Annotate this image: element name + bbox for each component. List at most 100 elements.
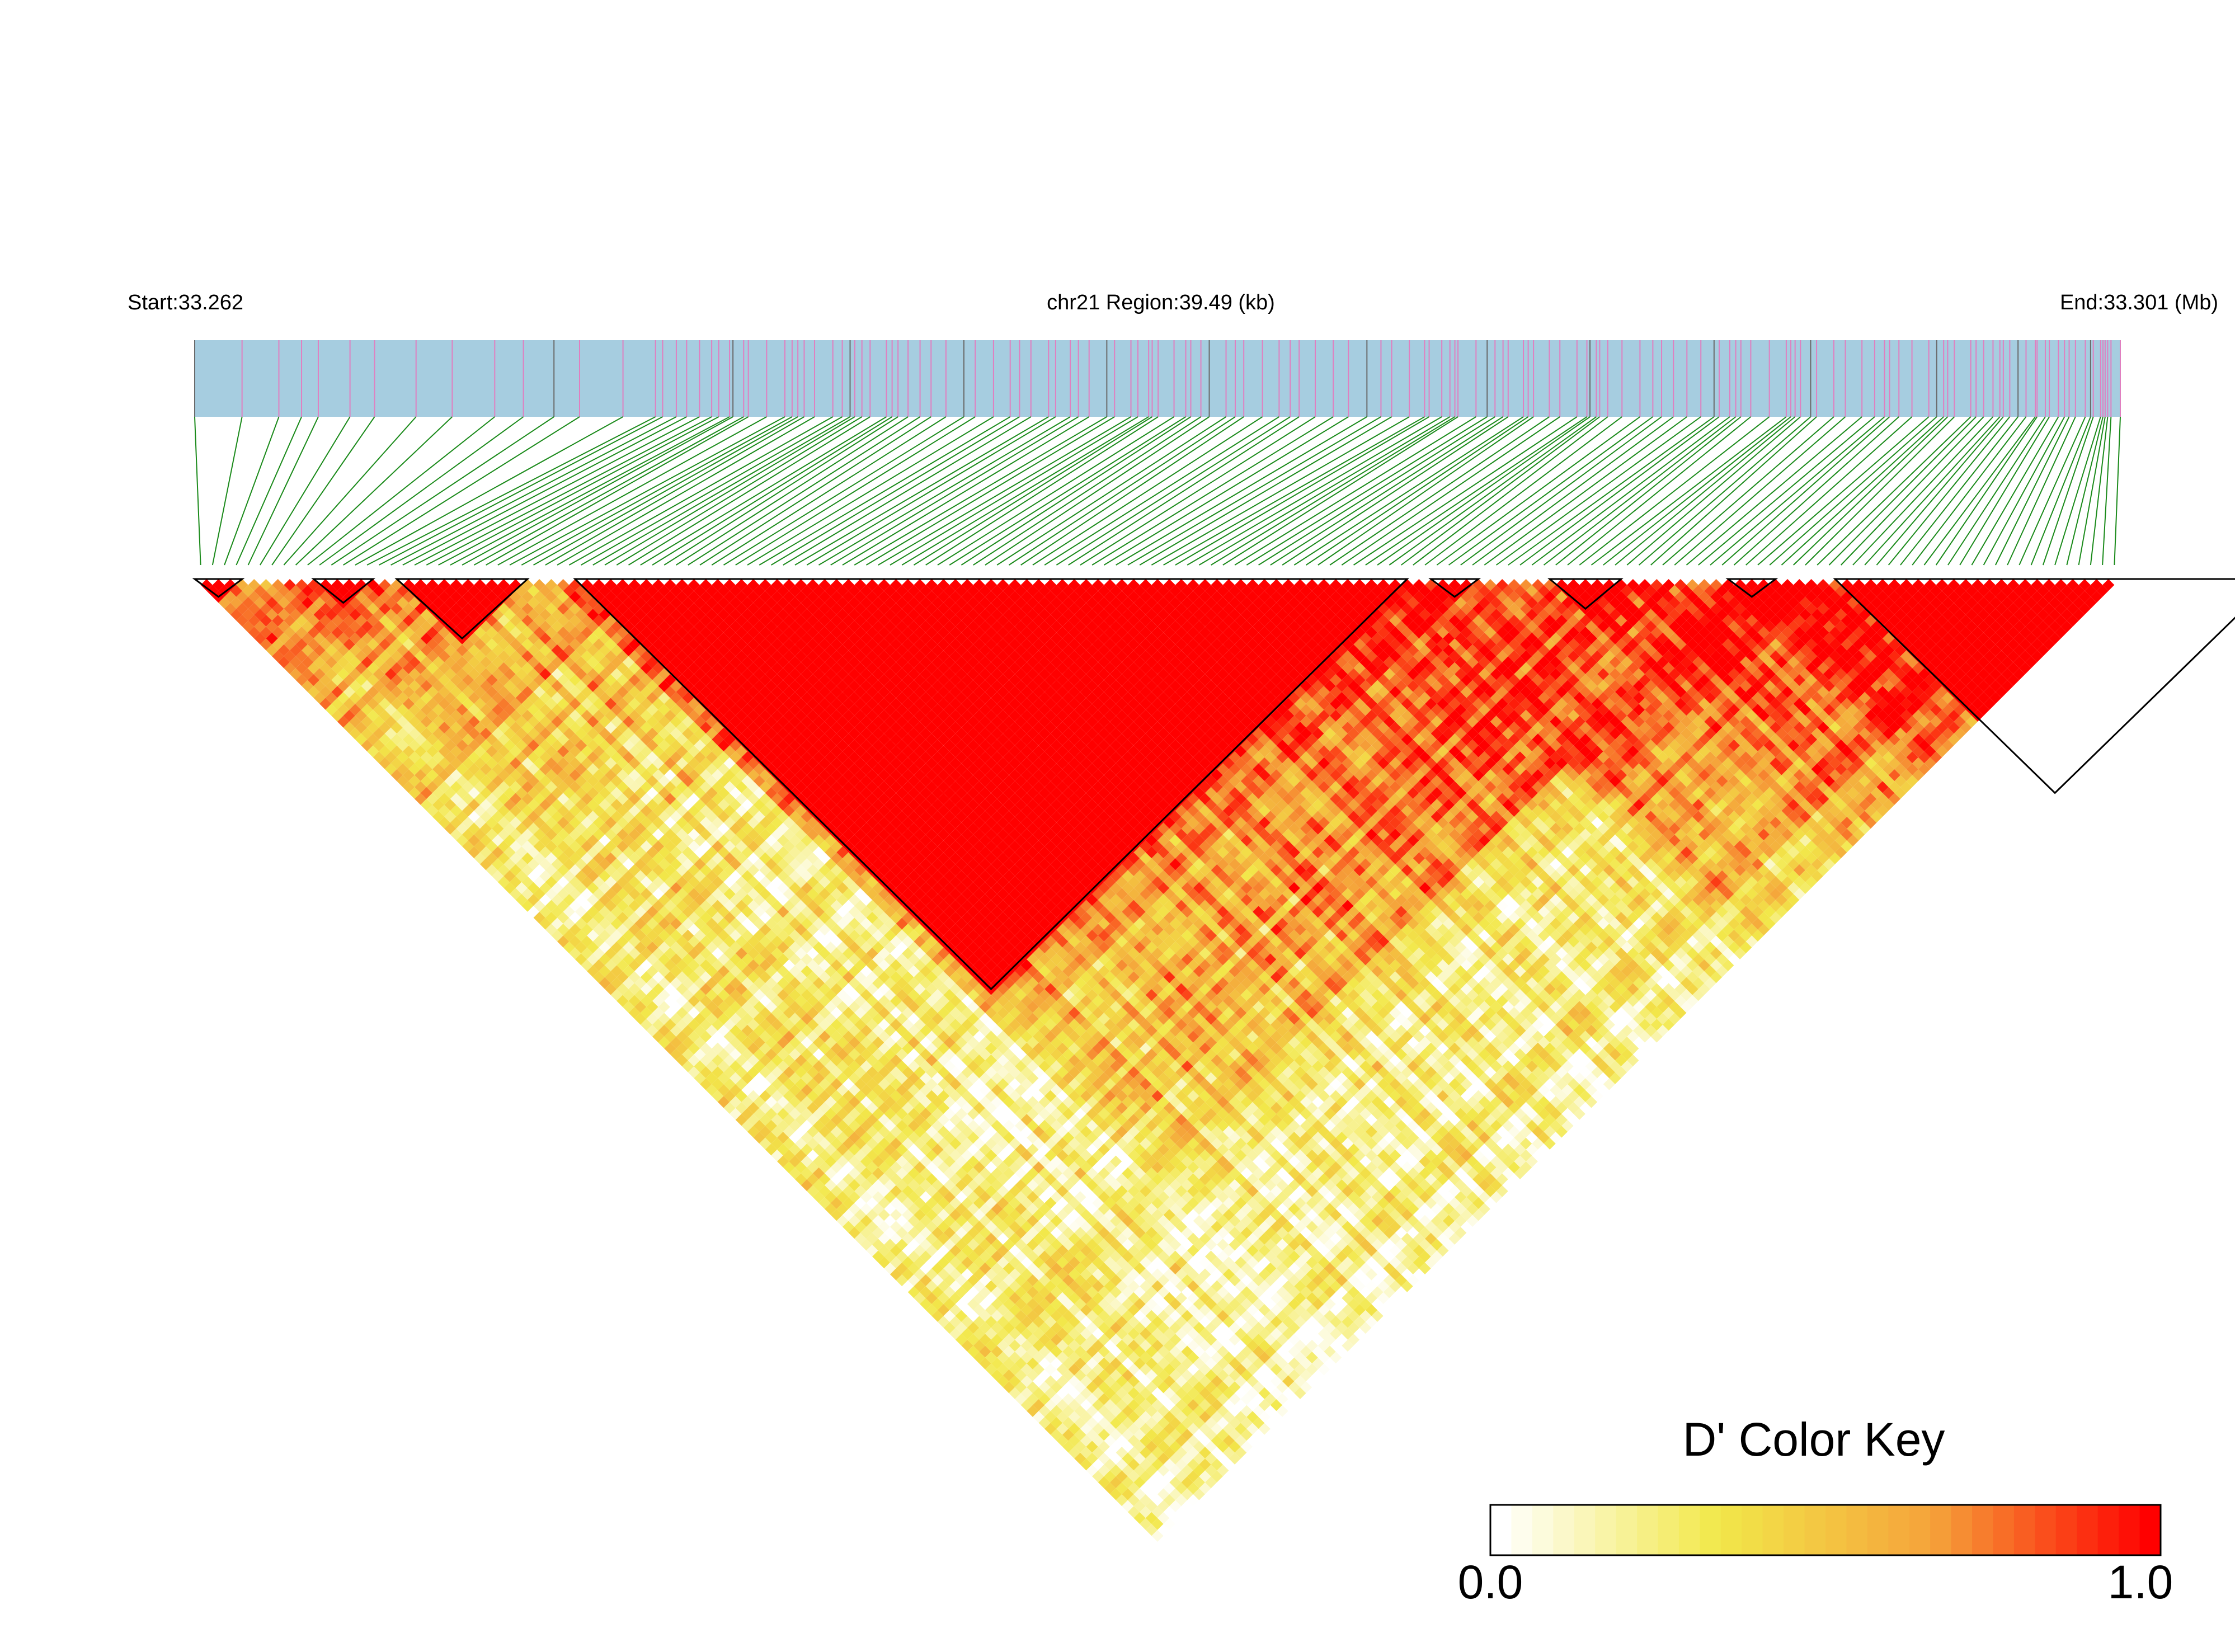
ld-cell xyxy=(497,769,510,782)
ld-cell xyxy=(997,1292,1009,1305)
ld-cell xyxy=(759,1030,771,1043)
ld-cell xyxy=(1158,1524,1170,1536)
ld-cell xyxy=(462,816,474,829)
ld-cell xyxy=(878,1102,890,1114)
ld-cell xyxy=(337,691,350,704)
ld-cell xyxy=(985,1328,997,1340)
ld-cell xyxy=(468,727,480,740)
ld-cell xyxy=(699,1078,712,1090)
ld-cell xyxy=(331,614,344,627)
ld-cell xyxy=(242,585,255,597)
ld-cell xyxy=(699,1006,712,1019)
ld-cell xyxy=(1193,1476,1205,1489)
ld-cell xyxy=(943,1191,956,1203)
ld-cell xyxy=(682,989,694,1001)
ld-cell xyxy=(1044,1268,1057,1281)
snp-connector-line xyxy=(1733,416,1899,566)
ld-cell xyxy=(872,1096,884,1108)
ld-cell xyxy=(504,763,516,775)
ld-cell xyxy=(747,1078,760,1090)
ld-cell xyxy=(510,804,522,817)
snp-connector-line xyxy=(568,416,834,566)
ld-cell xyxy=(848,1084,860,1096)
snp-connector-line xyxy=(1151,416,1410,566)
ld-cell xyxy=(379,733,391,746)
snp-connector-line xyxy=(1579,416,1770,566)
ld-cell xyxy=(866,1149,878,1162)
ld-cell xyxy=(688,1006,700,1019)
snp-connector-line xyxy=(2007,416,2076,566)
ld-cell xyxy=(474,852,486,864)
ld-cell xyxy=(907,1203,920,1215)
ld-cell xyxy=(812,1048,825,1061)
ld-cell xyxy=(474,721,486,734)
ld-cell xyxy=(521,900,534,912)
ld-cell xyxy=(390,745,403,757)
ld-cell xyxy=(605,888,617,900)
ld-cell xyxy=(456,704,468,716)
ld-cell xyxy=(878,1221,890,1233)
ld-cell xyxy=(937,1280,950,1292)
ld-cell xyxy=(450,721,463,734)
ld-cell xyxy=(497,840,510,853)
ld-cell xyxy=(688,995,700,1007)
ld-cell xyxy=(860,1143,873,1156)
ld-cell xyxy=(289,656,302,669)
ld-cell xyxy=(931,1310,944,1322)
ld-cell xyxy=(1127,1399,1140,1411)
ld-cell xyxy=(759,983,771,995)
ld-cell xyxy=(1116,1375,1128,1387)
ld-cell xyxy=(349,656,361,669)
ld-cell xyxy=(723,971,736,983)
ld-cell xyxy=(1158,1464,1170,1477)
ld-cell xyxy=(605,924,617,936)
ld-cell xyxy=(479,858,492,870)
ld-cell xyxy=(801,1179,813,1192)
snp-connector-line xyxy=(1306,416,1529,566)
ld-cell xyxy=(373,596,385,609)
ld-cell xyxy=(694,977,706,990)
ld-cell xyxy=(807,1102,819,1114)
ld-cell xyxy=(551,775,563,787)
ld-cell xyxy=(260,638,272,651)
ld-cell xyxy=(1062,1393,1075,1405)
ld-cell xyxy=(1145,1441,1158,1453)
ld-cell xyxy=(818,1090,831,1102)
ld-cell xyxy=(1133,1369,1146,1382)
snp-connector-line xyxy=(1674,416,1846,566)
ld-cell xyxy=(438,757,450,769)
ld-cell xyxy=(521,840,534,853)
ld-cell xyxy=(599,894,611,906)
ld-cell xyxy=(961,1316,973,1328)
ld-cell xyxy=(515,739,528,752)
ld-cell xyxy=(307,650,320,662)
ld-cell xyxy=(872,1167,884,1179)
ld-cell xyxy=(854,1126,867,1138)
ld-cell xyxy=(527,775,540,787)
ld-cell xyxy=(1050,1393,1063,1405)
ld-cell xyxy=(1009,1387,1021,1400)
ld-cell xyxy=(914,1292,926,1305)
ld-cell xyxy=(753,1084,765,1096)
ld-cell xyxy=(492,846,504,859)
ld-cell xyxy=(741,965,754,977)
ld-cell xyxy=(1020,1339,1033,1352)
ld-cell xyxy=(1158,1416,1170,1429)
ld-cell xyxy=(884,1262,896,1274)
ld-cell xyxy=(1181,1476,1193,1489)
ld-cell xyxy=(777,1096,789,1108)
ld-cell xyxy=(860,1203,873,1215)
ld-cell xyxy=(1175,1506,1188,1518)
ld-cell xyxy=(991,1226,1003,1239)
ld-cell xyxy=(295,662,308,674)
ld-cell xyxy=(1032,1352,1045,1364)
ld-cell xyxy=(361,656,373,669)
ld-cell xyxy=(735,971,747,983)
ld-cell xyxy=(878,1256,890,1269)
ld-cell xyxy=(730,1108,742,1120)
ld-cell xyxy=(462,781,474,793)
ld-cell xyxy=(890,1232,902,1245)
ld-cell xyxy=(402,638,415,651)
ld-cell xyxy=(860,1119,873,1132)
ld-cell xyxy=(361,704,373,716)
